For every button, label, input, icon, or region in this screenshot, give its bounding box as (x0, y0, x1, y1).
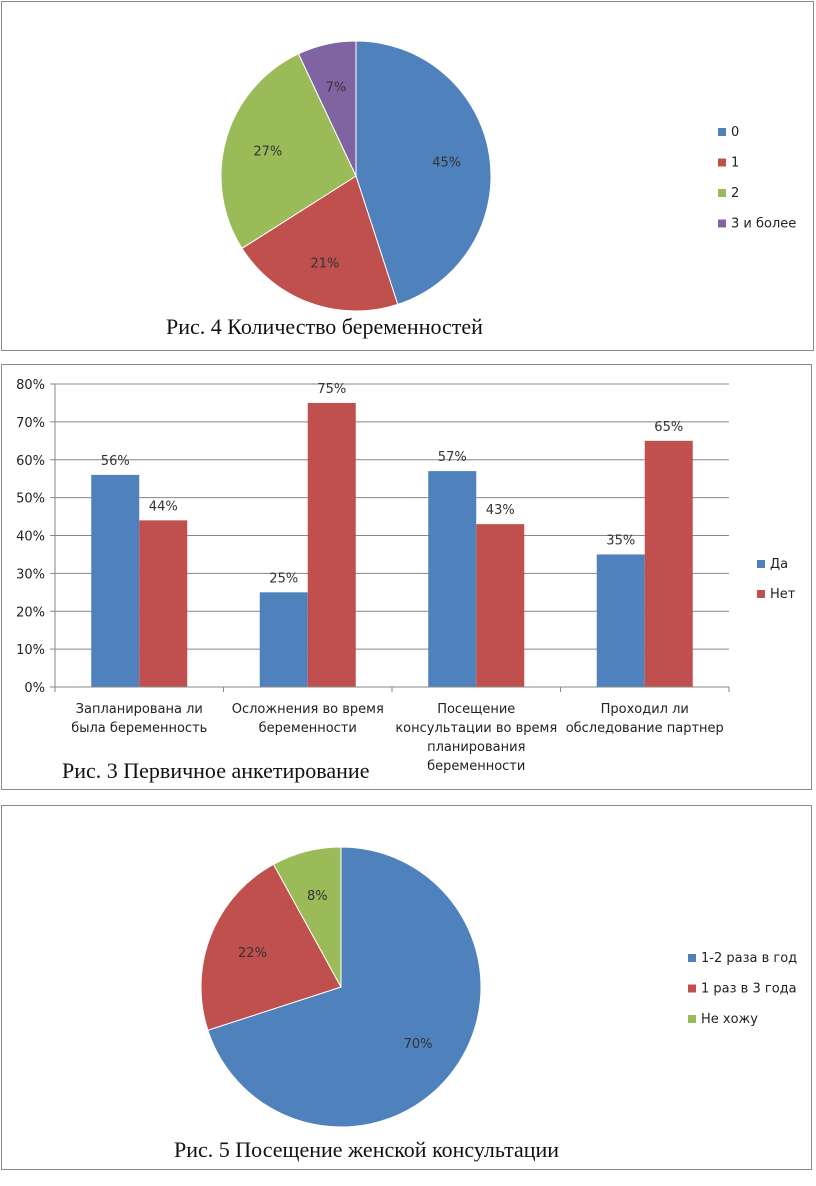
data-label: 43% (486, 503, 515, 518)
chart-title: Рис. 4 Количество беременностей (166, 314, 483, 339)
slice-label: 21% (310, 256, 339, 271)
data-label: 44% (149, 499, 178, 514)
legend-swatch (757, 560, 765, 568)
legend-label: Да (770, 557, 788, 572)
x-category-label: Осложнения во время (232, 702, 384, 717)
legend-label: Нет (770, 587, 796, 602)
data-label: 56% (101, 454, 130, 469)
legend-label: 1 раз в 3 года (701, 982, 797, 997)
slice-label: 70% (404, 1037, 433, 1052)
bar-yes (91, 474, 140, 687)
legend-label: Не хожу (701, 1012, 758, 1027)
y-tick-label: 80% (16, 378, 45, 393)
survey-bar-chart: 0% 10% 20% 30% 40% 50% 60% 70% 80% 56% 44% Запланир… (16, 378, 796, 774)
y-tick-label: 20% (16, 605, 45, 620)
y-tick-label: 0% (24, 681, 45, 696)
y-tick-label: 40% (16, 530, 45, 545)
chart-title: Рис. 3 Первичное анкетирование (62, 758, 370, 783)
x-category-label: Запланирована ли (76, 702, 203, 717)
legend-swatch (718, 219, 726, 228)
pie-slice (220, 53, 357, 250)
pie-slice (272, 846, 342, 988)
data-label: 35% (606, 533, 635, 548)
chart-title: Рис. 5 Посещение женской консультации (174, 1137, 560, 1162)
x-category-label: была беременность (71, 721, 207, 736)
x-category-label: обследование партнер (566, 721, 724, 736)
slice-label: 45% (432, 156, 461, 171)
bar-no (644, 440, 693, 687)
pie-slice (355, 40, 492, 306)
slice-label: 22% (238, 946, 267, 961)
pie-slice (297, 40, 357, 177)
bar-no (139, 520, 188, 687)
consultation-visits-pie-chart: 70% 22% 8% 1-2 раза в год 1 раз в 3 года Не х… (200, 846, 797, 1128)
x-category-label: планирования (427, 740, 525, 755)
data-label: 75% (317, 382, 346, 397)
legend-swatch (757, 590, 765, 598)
y-tick-label: 60% (16, 454, 45, 469)
y-tick-label: 70% (16, 416, 45, 431)
bar-yes (259, 592, 308, 687)
y-tick-label: 50% (16, 492, 45, 507)
bar-no (476, 524, 525, 687)
legend-swatch (688, 954, 696, 962)
x-category-label: беременности (427, 759, 525, 774)
legend-swatch (718, 158, 726, 167)
x-category-label: консультации во время (395, 721, 557, 736)
bar-no (307, 402, 356, 687)
legend-swatch (688, 1015, 696, 1023)
legend-swatch (718, 189, 726, 197)
pie-slice (200, 863, 342, 1031)
pregnancy-count-pie-chart: 45% 21% 27% 7% 0 1 2 3 и более (220, 40, 796, 312)
bar-yes (428, 471, 477, 687)
legend-label: 1-2 раза в год (701, 951, 797, 966)
pregnancy-count-panel: 45% 21% 27% 7% 0 1 2 3 и более Рис. 4 Количеств… (1, 1, 814, 351)
y-tick-label: 30% (16, 567, 45, 582)
legend-swatch (688, 984, 696, 993)
data-label: 57% (438, 450, 467, 465)
x-category-label: Посещение (437, 702, 515, 717)
pie-slice (241, 175, 399, 312)
data-label: 65% (654, 420, 683, 435)
bar-yes (596, 554, 645, 687)
slice-label: 27% (253, 144, 282, 159)
consultation-visits-panel: 70% 22% 8% 1-2 раза в год 1 раз в 3 года Не х… (1, 805, 812, 1170)
slice-label: 8% (307, 889, 328, 904)
y-tick-label: 10% (16, 643, 45, 658)
survey-panel: 0% 10% 20% 30% 40% 50% 60% 70% 80% 56% 44% Запланир… (1, 364, 812, 790)
pie-slice (207, 846, 482, 1128)
data-label: 25% (269, 571, 298, 586)
legend-label: 2 (731, 186, 739, 201)
legend-label: 3 и более (731, 217, 796, 232)
x-category-label: Проходил ли (601, 702, 689, 717)
slice-label: 7% (326, 80, 347, 95)
legend-label: 0 (731, 125, 739, 140)
legend-label: 1 (731, 156, 739, 171)
legend-swatch (718, 128, 726, 136)
x-category-label: беременности (259, 721, 357, 736)
